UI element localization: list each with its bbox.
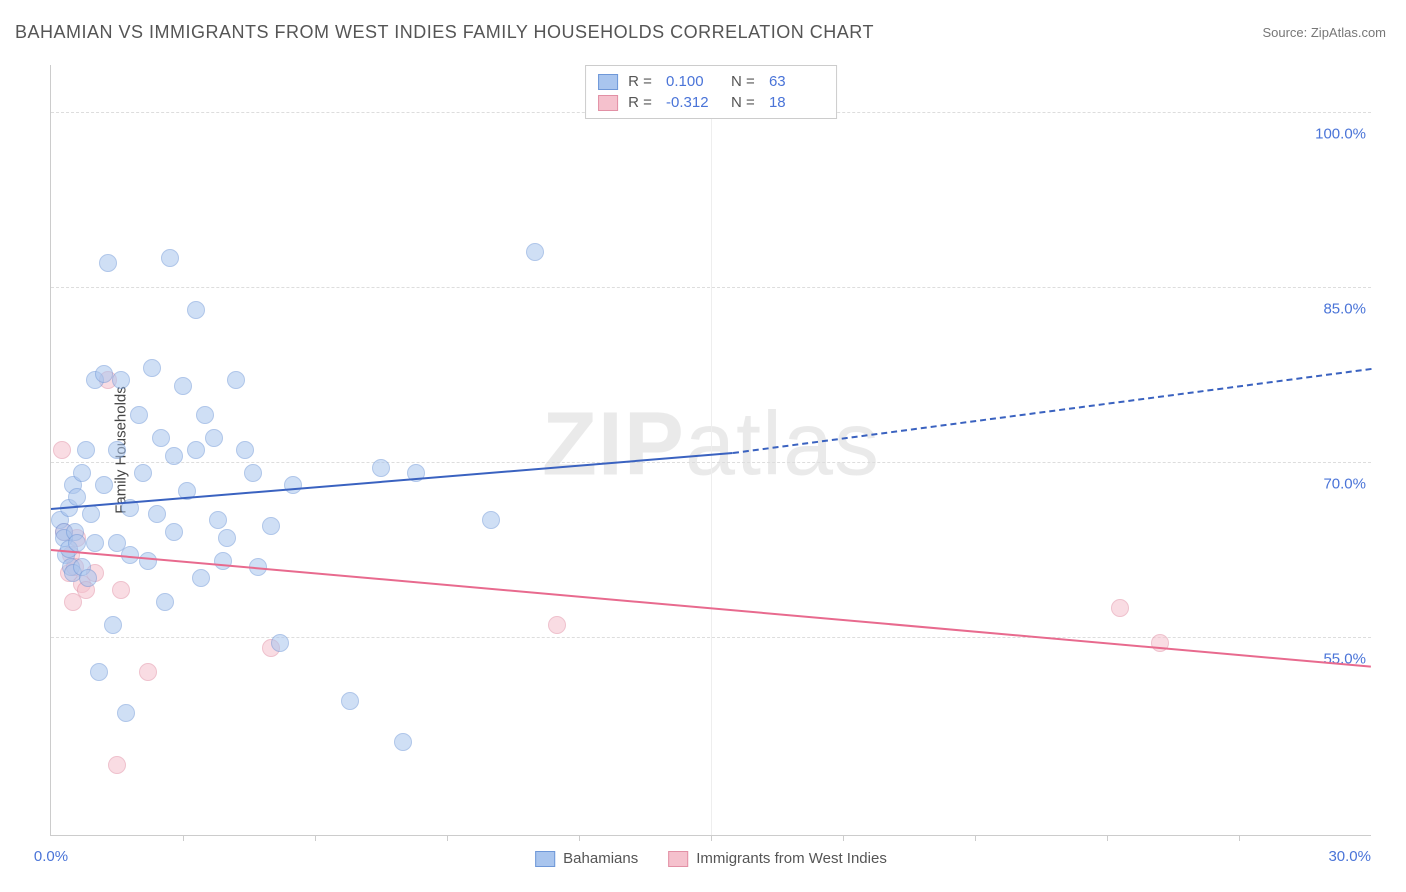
gridline-v — [711, 65, 712, 835]
legend-label-immigrants: Immigrants from West Indies — [696, 850, 887, 867]
point-bahamians — [90, 663, 108, 681]
legend-row-bahamians: R = 0.100 N = 63 — [598, 71, 824, 92]
point-bahamians — [372, 459, 390, 477]
point-bahamians — [130, 406, 148, 424]
point-bahamians — [86, 534, 104, 552]
point-bahamians — [341, 692, 359, 710]
point-immigrants — [53, 441, 71, 459]
r-value-bahamians: 0.100 — [666, 73, 721, 90]
point-bahamians — [161, 249, 179, 267]
legend-label-bahamians: Bahamians — [563, 850, 638, 867]
x-tick-mark — [843, 835, 844, 841]
point-bahamians — [236, 441, 254, 459]
point-bahamians — [68, 534, 86, 552]
swatch-immigrants-icon — [668, 851, 688, 867]
point-bahamians — [117, 704, 135, 722]
point-bahamians — [139, 552, 157, 570]
point-bahamians — [284, 476, 302, 494]
legend-item-immigrants: Immigrants from West Indies — [668, 850, 887, 867]
point-bahamians — [165, 447, 183, 465]
correlation-legend: R = 0.100 N = 63 R = -0.312 N = 18 — [585, 65, 837, 119]
series-legend: Bahamians Immigrants from West Indies — [535, 850, 887, 867]
point-bahamians — [77, 441, 95, 459]
x-tick-mark — [711, 835, 712, 841]
point-immigrants — [112, 581, 130, 599]
point-bahamians — [227, 371, 245, 389]
n-value-immigrants: 18 — [769, 94, 824, 111]
y-tick-label: 70.0% — [1323, 475, 1366, 492]
point-bahamians — [214, 552, 232, 570]
x-tick-mark — [975, 835, 976, 841]
r-value-immigrants: -0.312 — [666, 94, 721, 111]
n-value-bahamians: 63 — [769, 73, 824, 90]
plot-area: Family Households ZIPatlas R = 0.100 N =… — [50, 65, 1371, 836]
swatch-bahamians-icon — [535, 851, 555, 867]
point-bahamians — [152, 429, 170, 447]
point-bahamians — [192, 569, 210, 587]
point-immigrants — [1111, 599, 1129, 617]
point-bahamians — [244, 464, 262, 482]
point-bahamians — [112, 371, 130, 389]
chart-title: BAHAMIAN VS IMMIGRANTS FROM WEST INDIES … — [15, 22, 874, 43]
x-tick-mark — [447, 835, 448, 841]
x-tick-mark — [1107, 835, 1108, 841]
point-bahamians — [526, 243, 544, 261]
point-immigrants — [548, 616, 566, 634]
point-bahamians — [209, 511, 227, 529]
swatch-bahamians — [598, 74, 618, 90]
point-bahamians — [79, 569, 97, 587]
y-tick-label: 85.0% — [1323, 300, 1366, 317]
point-bahamians — [143, 359, 161, 377]
point-bahamians — [196, 406, 214, 424]
point-bahamians — [108, 441, 126, 459]
trend-bahamians-extrapolated — [733, 368, 1371, 454]
x-tick-mark — [315, 835, 316, 841]
legend-row-immigrants: R = -0.312 N = 18 — [598, 92, 824, 113]
point-bahamians — [205, 429, 223, 447]
point-bahamians — [73, 464, 91, 482]
point-bahamians — [104, 616, 122, 634]
x-tick-mark — [183, 835, 184, 841]
point-bahamians — [165, 523, 183, 541]
x-tick-label: 0.0% — [34, 848, 68, 865]
point-bahamians — [95, 365, 113, 383]
point-bahamians — [95, 476, 113, 494]
x-tick-mark — [579, 835, 580, 841]
x-tick-label: 30.0% — [1328, 848, 1371, 865]
point-bahamians — [262, 517, 280, 535]
point-bahamians — [148, 505, 166, 523]
point-bahamians — [218, 529, 236, 547]
point-bahamians — [82, 505, 100, 523]
y-tick-label: 100.0% — [1315, 125, 1366, 142]
legend-item-bahamians: Bahamians — [535, 850, 638, 867]
x-tick-mark — [1239, 835, 1240, 841]
point-bahamians — [394, 733, 412, 751]
point-bahamians — [174, 377, 192, 395]
point-bahamians — [271, 634, 289, 652]
point-bahamians — [99, 254, 117, 272]
point-bahamians — [134, 464, 152, 482]
point-bahamians — [156, 593, 174, 611]
point-immigrants — [108, 756, 126, 774]
point-immigrants — [139, 663, 157, 681]
point-bahamians — [68, 488, 86, 506]
point-bahamians — [187, 441, 205, 459]
point-bahamians — [482, 511, 500, 529]
swatch-immigrants — [598, 95, 618, 111]
point-bahamians — [187, 301, 205, 319]
source-label: Source: ZipAtlas.com — [1262, 25, 1386, 40]
